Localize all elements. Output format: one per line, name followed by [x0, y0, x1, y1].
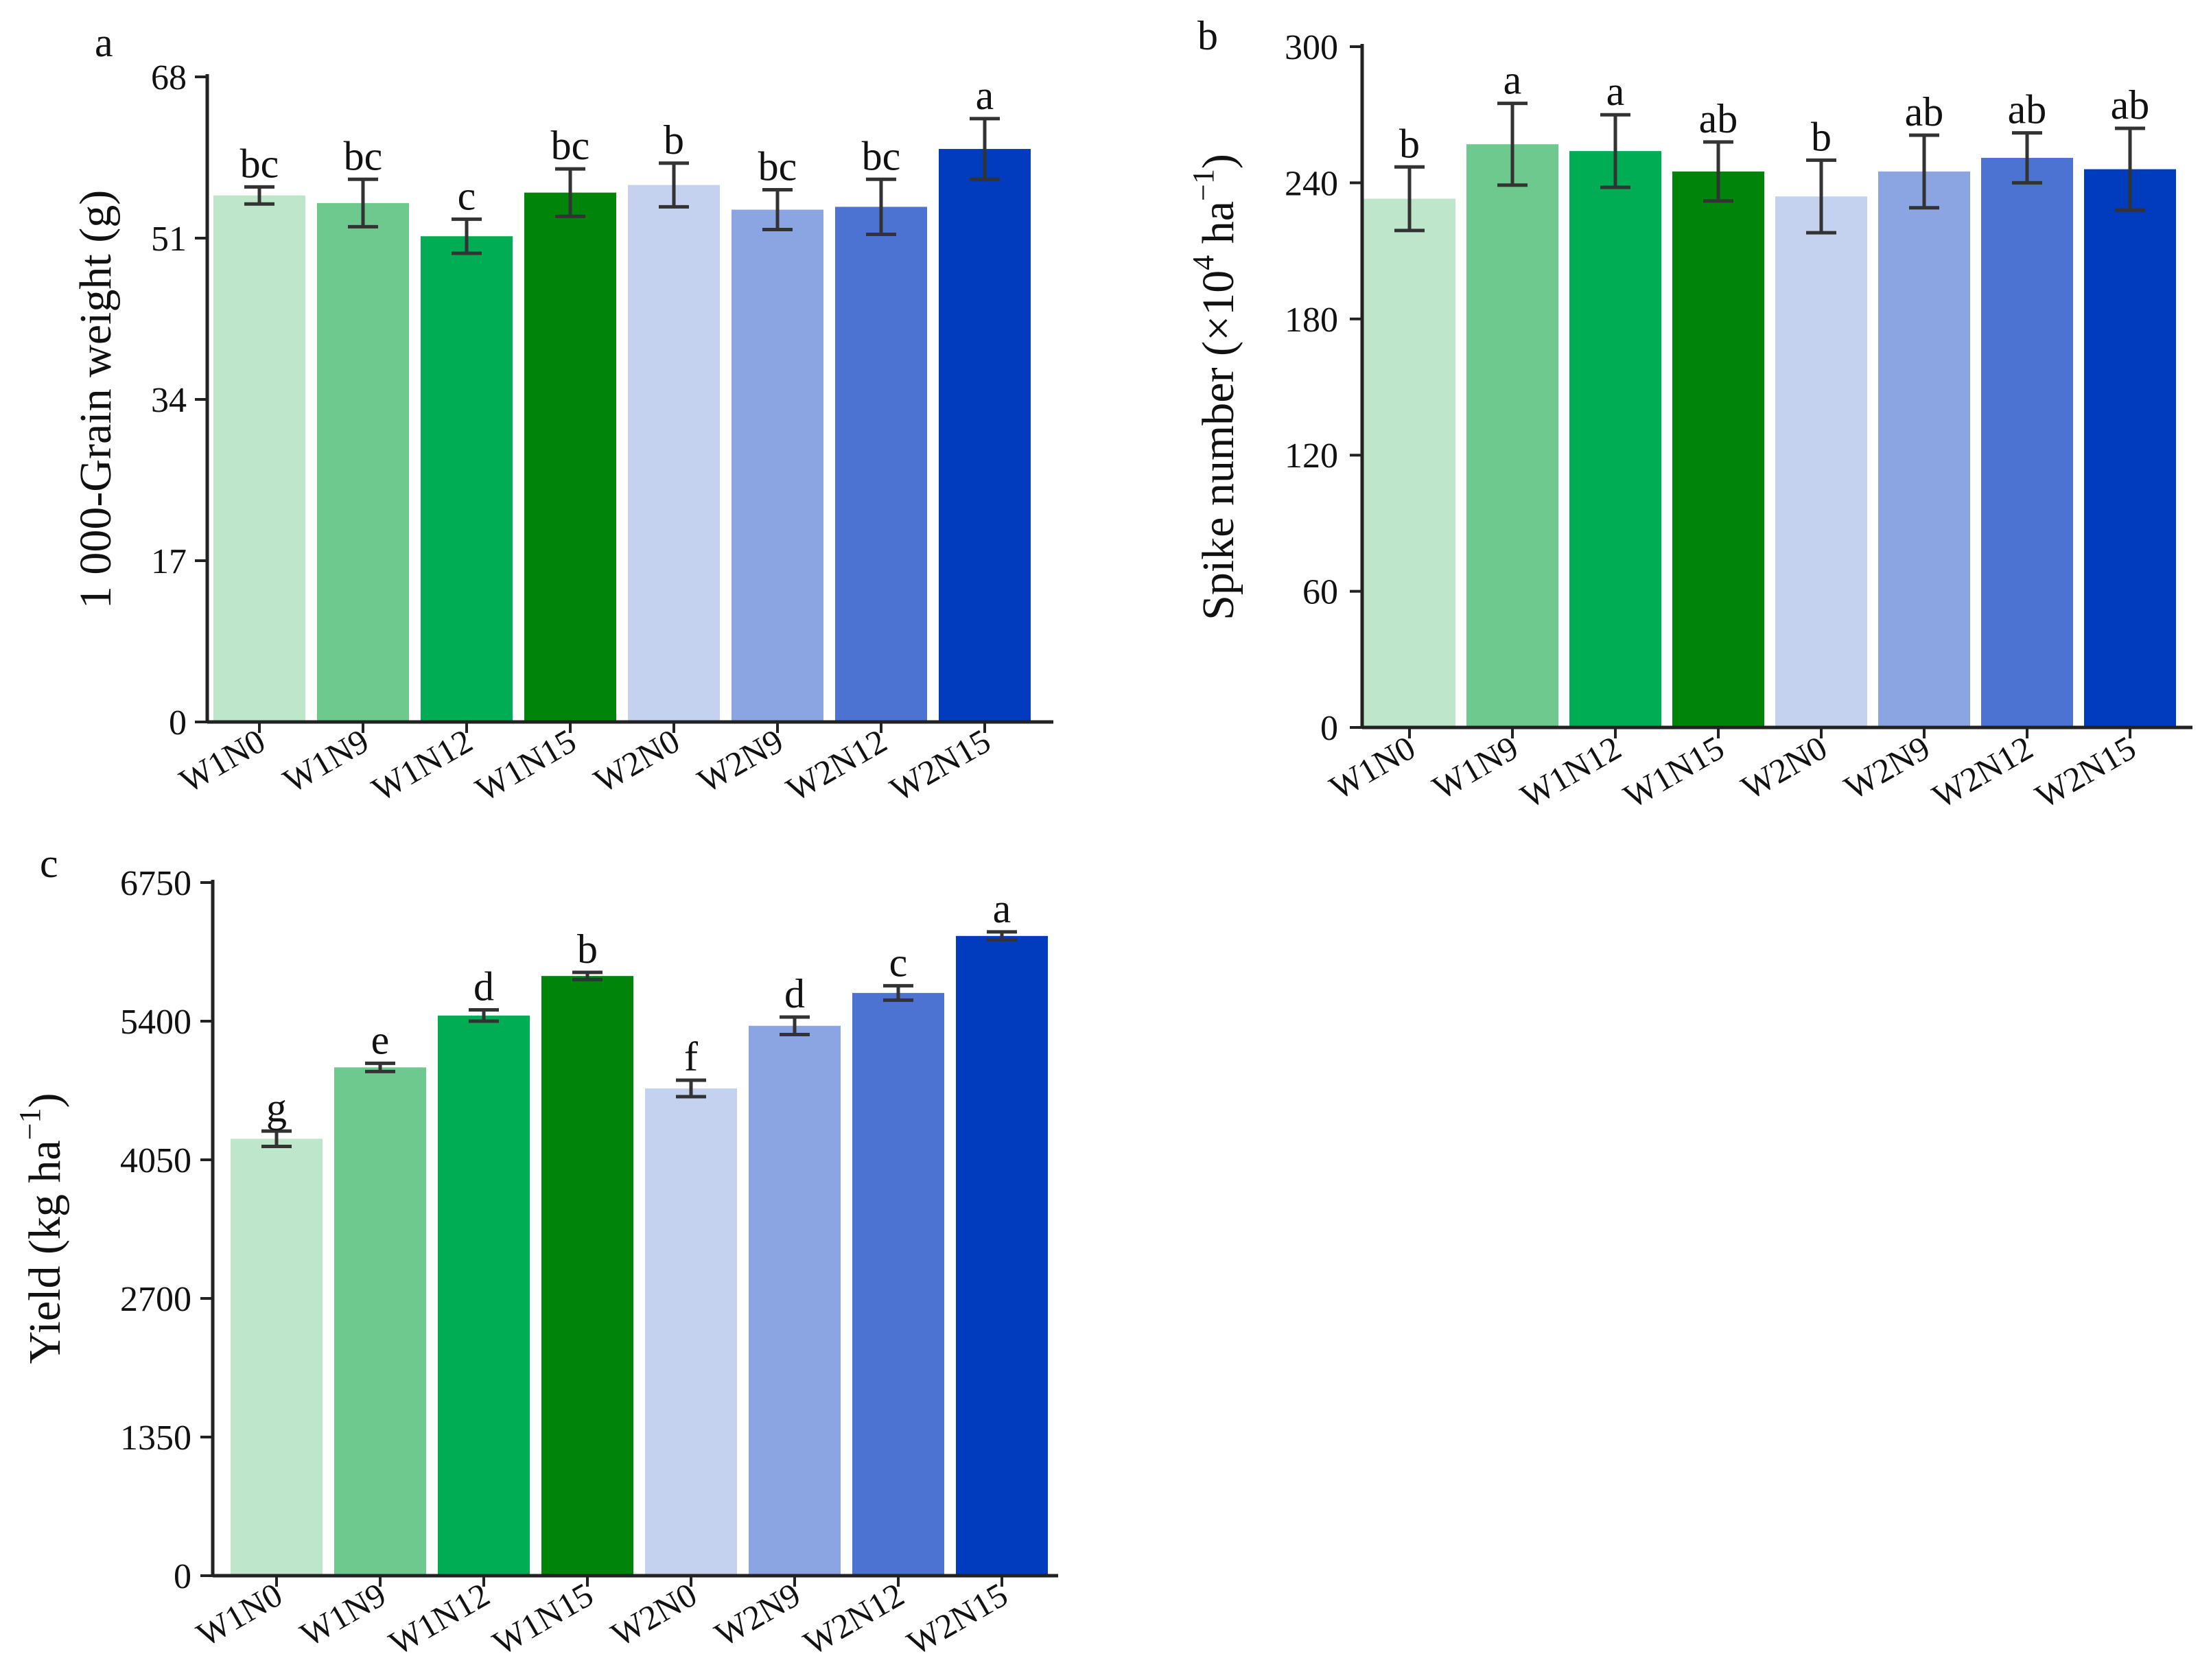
bar-w2n0: [645, 1088, 737, 1576]
y-tick-label: 240: [1285, 164, 1338, 203]
bar-w2n15: [956, 935, 1048, 1576]
significance-label: e: [371, 1017, 390, 1062]
bar-w2n0: [628, 185, 720, 722]
panel-c: cgW1N0eW1N9dW1N12bW1N15fW2N0dW2N9cW2N12a…: [13, 841, 1058, 1663]
error-bar: [572, 970, 603, 981]
significance-label: d: [784, 971, 805, 1016]
error-bar: [676, 1078, 706, 1099]
bar-w2n12: [1981, 158, 2073, 727]
bar-w1n12: [421, 236, 513, 722]
significance-label: a: [1504, 58, 1522, 103]
significance-label: ab: [2111, 82, 2150, 128]
bar-w1n15: [524, 192, 616, 722]
y-tick-label: 0: [174, 1557, 191, 1596]
error-bar: [762, 188, 793, 232]
error-bar: [1497, 102, 1528, 187]
bar-w1n0: [231, 1139, 323, 1576]
y-tick-label: 180: [1285, 301, 1338, 340]
panel-b: bbW1N0aW1N9aW1N12abW1N15bW2N0abW2N9abW2N…: [1186, 13, 2192, 816]
bar-w1n0: [1364, 198, 1455, 728]
bar-w1n12: [438, 1015, 530, 1576]
error-bar: [2115, 126, 2145, 212]
error-bar: [452, 217, 482, 255]
significance-label: bc: [240, 141, 279, 186]
significance-label: d: [473, 964, 494, 1010]
significance-label: g: [266, 1085, 287, 1130]
y-tick-label: 17: [151, 542, 187, 581]
error-bar: [1600, 113, 1630, 189]
significance-label: a: [1606, 69, 1625, 114]
significance-label: b: [664, 117, 684, 163]
significance-label: ab: [1699, 96, 1738, 141]
y-tick-label: 4050: [120, 1141, 191, 1180]
bar-w2n9: [1878, 171, 1970, 727]
error-bar: [1394, 165, 1425, 233]
error-bar: [1909, 133, 1939, 210]
y-tick-label: 6750: [120, 864, 191, 903]
error-bar: [365, 1061, 395, 1073]
error-bar: [1703, 140, 1733, 203]
error-bar: [659, 161, 689, 209]
error-bar: [780, 1015, 810, 1036]
bar-w1n9: [317, 202, 409, 723]
y-tick-label: 0: [1320, 709, 1338, 748]
error-bar: [970, 117, 1000, 181]
y-axis-title: 1 000-Grain weight (g): [71, 190, 121, 609]
error-bar: [1806, 158, 1836, 235]
significance-label: ab: [1905, 89, 1944, 135]
bar-w1n15: [541, 976, 633, 1576]
error-bar: [555, 167, 585, 218]
significance-label: a: [976, 73, 994, 118]
panel-letter: b: [1197, 13, 1218, 58]
bar-w2n12: [835, 207, 927, 723]
significance-label: c: [458, 173, 476, 218]
panel-letter: c: [40, 841, 58, 886]
error-bar: [883, 983, 913, 1002]
bar-w2n15: [2084, 169, 2176, 727]
significance-label: bc: [551, 123, 590, 168]
error-bar: [987, 930, 1017, 942]
significance-label: b: [577, 926, 598, 972]
y-tick-label: 34: [151, 381, 187, 420]
significance-label: bc: [344, 133, 383, 178]
error-bar: [866, 177, 896, 236]
y-tick-label: 300: [1285, 28, 1338, 67]
significance-label: bc: [758, 144, 797, 189]
significance-label: f: [684, 1034, 698, 1080]
y-tick-label: 2700: [120, 1280, 191, 1319]
bar-w2n15: [939, 149, 1031, 722]
y-tick-label: 68: [151, 58, 187, 97]
significance-label: bc: [862, 133, 901, 178]
error-bar: [244, 185, 274, 206]
bar-w1n9: [334, 1067, 426, 1576]
significance-label: b: [1811, 114, 1832, 159]
bar-w2n12: [852, 992, 944, 1576]
error-bar: [2012, 131, 2042, 185]
y-axis-title: Spike number (×104 ha−1): [1186, 154, 1244, 620]
y-tick-label: 5400: [120, 1003, 191, 1042]
error-bar: [469, 1008, 499, 1023]
significance-label: b: [1399, 121, 1420, 166]
bar-w1n9: [1466, 144, 1558, 728]
bar-w1n12: [1569, 151, 1661, 727]
y-tick-label: 1350: [120, 1419, 191, 1458]
significance-label: ab: [2008, 87, 2047, 132]
panel-letter: a: [95, 20, 113, 65]
significance-label: c: [889, 940, 908, 985]
bar-w2n9: [749, 1025, 841, 1576]
bar-w1n15: [1672, 171, 1764, 727]
y-axis-title: Yield (kg ha−1): [13, 1093, 71, 1364]
significance-label: a: [993, 886, 1011, 931]
y-tick-label: 120: [1285, 436, 1338, 476]
y-tick-label: 51: [151, 220, 187, 259]
bar-w2n9: [732, 209, 823, 722]
error-bar: [261, 1129, 292, 1149]
y-tick-label: 60: [1302, 573, 1338, 612]
error-bar: [348, 177, 378, 229]
y-tick-label: 0: [169, 703, 187, 743]
bar-w2n0: [1775, 196, 1867, 727]
bar-w1n0: [213, 195, 305, 722]
